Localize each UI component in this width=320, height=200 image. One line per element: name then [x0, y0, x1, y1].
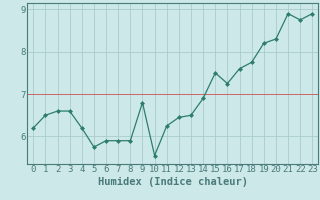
X-axis label: Humidex (Indice chaleur): Humidex (Indice chaleur) — [98, 177, 248, 187]
